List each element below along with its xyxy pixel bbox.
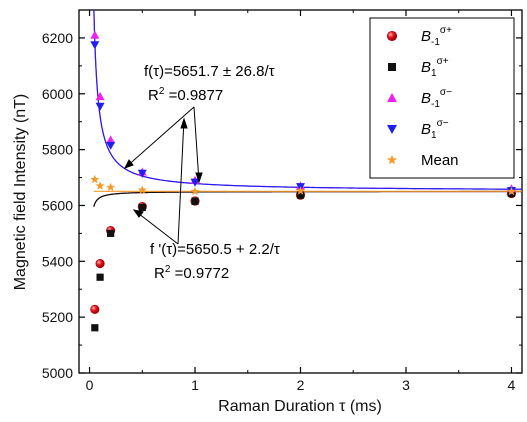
legend-label-4: Mean <box>421 152 459 169</box>
y-axis: 5000 5200 5400 5600 5800 6000 6200 <box>42 30 522 381</box>
data-point-s1-3 <box>138 203 146 212</box>
data-point-s1-0 <box>91 324 99 332</box>
data-point-s3-3 <box>137 169 147 178</box>
data-point-s4-0 <box>90 174 100 184</box>
data-point-s1-4 <box>191 197 199 205</box>
legend-marker-3 <box>387 125 397 134</box>
legend-marker-0 <box>386 30 398 42</box>
data-point-s3-1 <box>95 102 105 111</box>
data-point-s0-0 <box>90 304 100 314</box>
legend-marker-4 <box>387 154 397 165</box>
legend-label-0: B-1σ+ <box>421 25 452 48</box>
upper-arrowhead-left <box>123 159 134 169</box>
data-point-s2-0 <box>90 30 100 39</box>
data-point-s4-6 <box>507 186 516 196</box>
legend-item-4: Mean <box>387 152 459 169</box>
y-tick-label-5800: 5800 <box>42 142 73 158</box>
legend-label-3: B1σ− <box>421 118 449 141</box>
lower-arrowhead-left <box>132 209 144 218</box>
legend-marker-1 <box>388 63 396 71</box>
data-point-s2-1 <box>95 92 105 101</box>
data-point-s4-1 <box>95 181 105 190</box>
upper-fit-formula: f(τ)=5651.7 ± 26.8/τ <box>144 63 275 80</box>
data-point-s1-1 <box>96 273 104 281</box>
lower-arrowhead-right <box>180 117 188 129</box>
x-axis: 0 1 2 3 4 <box>86 10 516 393</box>
data-point-s1-2 <box>107 229 115 237</box>
x-tick-label-4: 4 <box>508 377 516 393</box>
y-tick-label-5000: 5000 <box>42 365 73 381</box>
legend-item-2: B-1σ− <box>387 87 452 110</box>
legend-item-1: B1σ+ <box>388 56 449 79</box>
data-point-s4-5 <box>296 186 305 195</box>
lower-fit-r2: R2 =0.9772 <box>154 264 229 282</box>
upper-arrow-left <box>124 106 195 169</box>
data-point-s4-4 <box>190 186 200 196</box>
y-tick-label-6000: 6000 <box>42 86 73 102</box>
y-tick-label-6200: 6200 <box>42 30 73 46</box>
upper-arrowhead-right <box>195 172 203 184</box>
x-axis-title: Raman Duration τ (ms) <box>218 398 382 415</box>
data-point-s2-2 <box>106 135 116 144</box>
upper-fit-r2: R2 =0.9877 <box>148 86 223 104</box>
lower-arrow-left <box>133 209 179 245</box>
y-tick-label-5600: 5600 <box>42 197 73 213</box>
data-point-s0-1 <box>95 258 105 269</box>
x-tick-label-0: 0 <box>86 377 94 393</box>
y-axis-title: Magnetic field Intensity (nT) <box>12 94 29 291</box>
x-tick-label-1: 1 <box>191 377 199 393</box>
annotation-arrows <box>123 106 203 245</box>
legend: B-1σ+ B1σ+ B-1σ− B1σ− Mean <box>369 17 515 179</box>
data-point-s4-3 <box>137 185 147 194</box>
y-tick-label-5200: 5200 <box>42 309 73 325</box>
fit-curve-3 <box>93 190 522 207</box>
data-point-s3-0 <box>90 41 100 50</box>
lower-arrow-right <box>177 118 185 245</box>
fit-curve-2 <box>93 190 522 207</box>
legend-item-0: B-1σ+ <box>386 25 452 48</box>
x-tick-label-3: 3 <box>402 377 410 393</box>
x-tick-label-2: 2 <box>297 377 305 393</box>
data-markers <box>90 30 517 332</box>
data-point-s4-2 <box>106 182 116 192</box>
data-point-s3-2 <box>106 141 116 150</box>
data-point-s1-5 <box>296 191 305 199</box>
legend-label-1: B1σ+ <box>421 56 449 79</box>
legend-marker-2 <box>387 93 397 102</box>
legend-item-3: B1σ− <box>387 118 449 141</box>
y-tick-label-5400: 5400 <box>42 253 73 269</box>
lower-fit-formula: f '(τ)=5650.5 + 2.2/τ <box>150 241 280 258</box>
upper-arrow-right <box>193 106 200 183</box>
data-point-s3-4 <box>190 178 200 187</box>
legend-label-2: B-1σ− <box>421 87 452 110</box>
